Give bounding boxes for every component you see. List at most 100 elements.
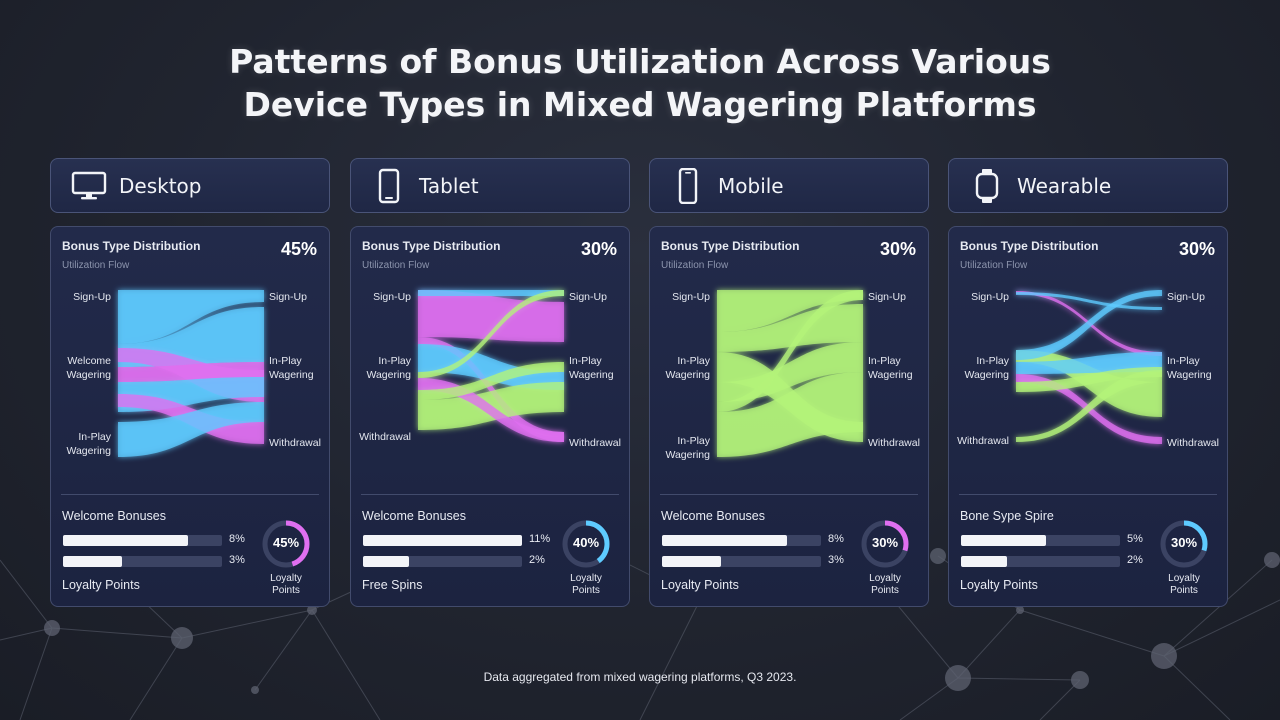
- flow-subtitle: Utilization Flow: [62, 260, 129, 271]
- distribution-title: Bonus Type Distribution: [661, 239, 799, 253]
- bonus-bottom-label: Loyalty Points: [62, 578, 140, 592]
- distribution-title: Bonus Type Distribution: [960, 239, 1098, 253]
- page-title: Patterns of Bonus Utilization Across Var…: [0, 40, 1280, 126]
- bonus-top-label: Welcome Bonuses: [62, 509, 166, 523]
- donut-value: 45%: [260, 535, 312, 550]
- bonus-bottom-label: Loyalty Points: [960, 578, 1038, 592]
- footer-note: Data aggregated from mixed wagering plat…: [0, 670, 1280, 684]
- left-node-label: Sign-Up: [353, 290, 411, 304]
- bar-track: [363, 535, 522, 546]
- sankey-chart: [949, 282, 1228, 482]
- left-node-label: Sign-Up: [652, 290, 710, 304]
- bar-track: [662, 535, 821, 546]
- donut-value: 30%: [859, 535, 911, 550]
- right-node-label: Withdrawal: [868, 436, 929, 450]
- chart-card-mobile: Bonus Type Distribution Utilization Flow…: [649, 226, 929, 607]
- left-node-label: In-Play Wagering: [353, 354, 411, 382]
- left-node-label: Sign-Up: [53, 290, 111, 304]
- flow-subtitle: Utilization Flow: [960, 260, 1027, 271]
- bonus-top-label: Welcome Bonuses: [362, 509, 466, 523]
- tablet-icon: [365, 168, 413, 204]
- share-percent: 30%: [880, 239, 916, 260]
- bar-fill: [363, 535, 522, 546]
- left-node-label: In-Play Wagering: [53, 430, 111, 458]
- share-percent: 45%: [281, 239, 317, 260]
- left-node-label: Welcome Wagering: [53, 354, 111, 382]
- donut-value: 30%: [1158, 535, 1210, 550]
- share-percent: 30%: [1179, 239, 1215, 260]
- right-node-label: Sign-Up: [868, 290, 929, 304]
- donut-caption: Loyalty Points: [855, 573, 915, 597]
- bar-track: [961, 556, 1120, 567]
- device-name: Desktop: [119, 174, 201, 198]
- mobile-icon: [664, 168, 712, 204]
- sankey-chart: [351, 282, 630, 482]
- chart-card-desktop: Bonus Type Distribution Utilization Flow…: [50, 226, 330, 607]
- device-header-wearable: Wearable: [948, 158, 1228, 213]
- bar-fill: [961, 556, 1007, 567]
- desktop-icon: [65, 171, 113, 201]
- donut-caption: Loyalty Points: [1154, 573, 1214, 597]
- right-node-label: In-Play Wagering: [1167, 354, 1228, 382]
- bonus-bottom-label: Loyalty Points: [661, 578, 739, 592]
- bar-value: 5%: [1127, 533, 1143, 545]
- bar-value: 8%: [828, 533, 844, 545]
- divider: [660, 494, 918, 495]
- title-line-1: Patterns of Bonus Utilization Across Var…: [0, 40, 1280, 83]
- right-node-label: Sign-Up: [569, 290, 630, 304]
- left-node-label: Withdrawal: [951, 434, 1009, 448]
- left-node-label: Withdrawal: [353, 430, 411, 444]
- bar-value: 11%: [529, 533, 550, 545]
- right-node-label: Withdrawal: [1167, 436, 1228, 450]
- bar-track: [961, 535, 1120, 546]
- chart-card-tablet: Bonus Type Distribution Utilization Flow…: [350, 226, 630, 607]
- divider: [959, 494, 1217, 495]
- bonus-bottom-label: Free Spins: [362, 578, 422, 592]
- donut-value: 40%: [560, 535, 612, 550]
- flow-subtitle: Utilization Flow: [362, 260, 429, 271]
- right-node-label: Withdrawal: [269, 436, 330, 450]
- right-node-label: Sign-Up: [1167, 290, 1228, 304]
- bar-fill: [63, 535, 188, 546]
- divider: [361, 494, 619, 495]
- device-name: Wearable: [1017, 174, 1111, 198]
- smartwatch-icon: [963, 168, 1011, 204]
- bar-value: 3%: [828, 554, 844, 566]
- donut-caption: Loyalty Points: [556, 573, 616, 597]
- bar-fill: [63, 556, 122, 567]
- right-node-label: Withdrawal: [569, 436, 630, 450]
- left-node-label: In-Play Wagering: [652, 354, 710, 382]
- bar-fill: [662, 535, 787, 546]
- device-name: Mobile: [718, 174, 784, 198]
- distribution-title: Bonus Type Distribution: [362, 239, 500, 253]
- divider: [61, 494, 319, 495]
- right-node-label: In-Play Wagering: [868, 354, 929, 382]
- bonus-top-label: Welcome Bonuses: [661, 509, 765, 523]
- bar-track: [63, 556, 222, 567]
- bar-value: 8%: [229, 533, 245, 545]
- bar-track: [63, 535, 222, 546]
- title-line-2: Device Types in Mixed Wagering Platforms: [0, 83, 1280, 126]
- left-node-label: Sign-Up: [951, 290, 1009, 304]
- right-node-label: In-Play Wagering: [569, 354, 630, 382]
- device-header-tablet: Tablet: [350, 158, 630, 213]
- flow-subtitle: Utilization Flow: [661, 260, 728, 271]
- bar-fill: [363, 556, 409, 567]
- chart-card-wearable: Bonus Type Distribution Utilization Flow…: [948, 226, 1228, 607]
- bar-fill: [961, 535, 1046, 546]
- bar-value: 2%: [1127, 554, 1143, 566]
- distribution-title: Bonus Type Distribution: [62, 239, 200, 253]
- device-header-mobile: Mobile: [649, 158, 929, 213]
- bar-track: [662, 556, 821, 567]
- device-header-desktop: Desktop: [50, 158, 330, 213]
- share-percent: 30%: [581, 239, 617, 260]
- bar-track: [363, 556, 522, 567]
- left-node-label: In-Play Wagering: [951, 354, 1009, 382]
- right-node-label: Sign-Up: [269, 290, 330, 304]
- bar-fill: [662, 556, 721, 567]
- device-name: Tablet: [419, 174, 479, 198]
- bar-value: 3%: [229, 554, 245, 566]
- bonus-top-label: Bone Sype Spire: [960, 509, 1054, 523]
- donut-caption: Loyalty Points: [256, 573, 316, 597]
- bar-value: 2%: [529, 554, 545, 566]
